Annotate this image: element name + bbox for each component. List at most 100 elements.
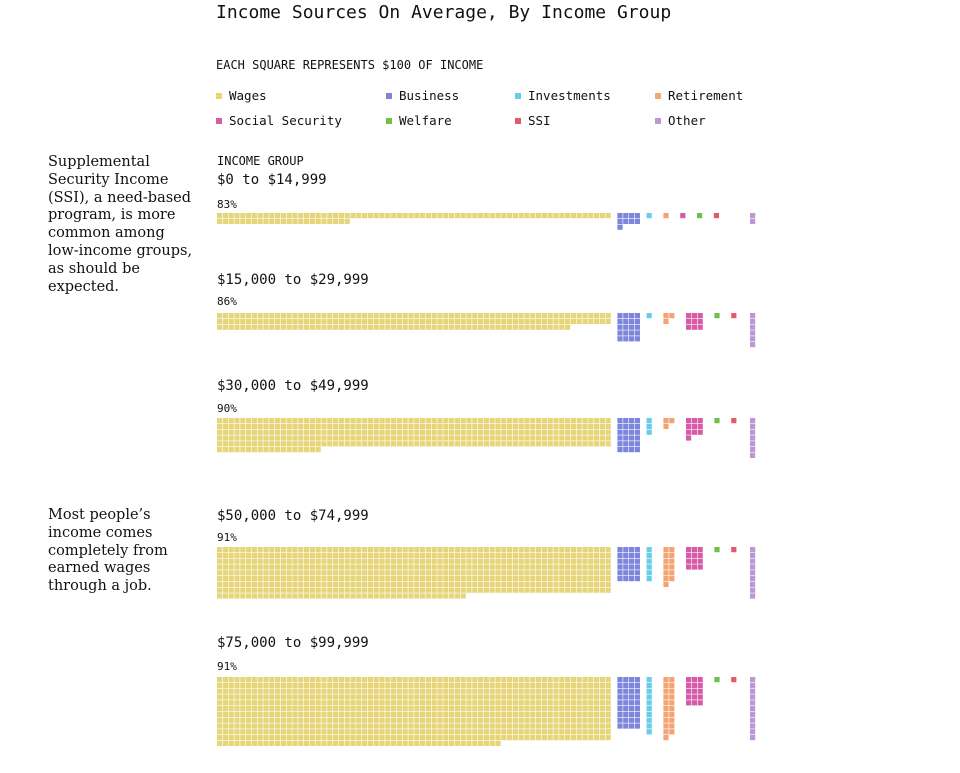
square-wages: [385, 694, 391, 700]
square-wages: [344, 711, 350, 717]
square-wages: [570, 418, 576, 424]
square-wages: [263, 418, 269, 424]
square-wages: [570, 441, 576, 447]
square-wages: [257, 447, 263, 453]
square-wages: [309, 735, 315, 741]
square-wages: [356, 564, 362, 570]
square-wages: [408, 418, 414, 424]
square-wages: [228, 711, 234, 717]
square-business: [617, 576, 623, 582]
square-wages: [286, 564, 292, 570]
square-wages: [431, 318, 437, 324]
square-wages: [582, 677, 588, 683]
square-business: [623, 682, 629, 688]
square-wages: [478, 587, 484, 593]
square-wages: [454, 740, 460, 746]
square-wages: [541, 723, 547, 729]
square-wages: [251, 587, 257, 593]
square-wages: [251, 570, 257, 576]
square-wages: [263, 717, 269, 723]
square-wages: [599, 711, 605, 717]
square-wages: [286, 552, 292, 558]
square-wages: [541, 677, 547, 683]
square-wages: [454, 694, 460, 700]
square-wages: [327, 423, 333, 429]
square-wages: [460, 735, 466, 741]
square-wages: [257, 324, 263, 330]
square-wages: [379, 723, 385, 729]
square-business: [629, 423, 635, 429]
square-wages: [437, 441, 443, 447]
square-wages: [367, 547, 373, 553]
square-wages: [234, 706, 240, 712]
square-wages: [425, 564, 431, 570]
square-wages: [228, 688, 234, 694]
square-wages: [483, 700, 489, 706]
group-label-0: $0 to $14,999: [217, 172, 327, 188]
square-wages: [333, 694, 339, 700]
square-wages: [234, 218, 240, 224]
square-wages: [217, 581, 223, 587]
square-wages: [344, 218, 350, 224]
square-wages: [327, 682, 333, 688]
square-wages: [495, 576, 501, 582]
square-wages: [385, 429, 391, 435]
square-wages: [576, 429, 582, 435]
square-wages: [402, 423, 408, 429]
square-wages: [437, 711, 443, 717]
square-wages: [547, 558, 553, 564]
square-wages: [228, 418, 234, 424]
square-wages: [298, 313, 304, 319]
square-social-security: [697, 318, 703, 324]
square-wages: [391, 729, 397, 735]
square-wages: [222, 735, 228, 741]
square-wages: [240, 218, 246, 224]
square-wages: [367, 593, 373, 599]
square-wages: [240, 441, 246, 447]
square-wages: [420, 564, 426, 570]
square-wages: [321, 694, 327, 700]
square-wages: [228, 717, 234, 723]
square-wages: [309, 313, 315, 319]
square-wages: [350, 318, 356, 324]
square-business: [623, 694, 629, 700]
square-wages: [402, 593, 408, 599]
square-wages: [478, 723, 484, 729]
square-wages: [553, 213, 559, 219]
square-wages: [594, 313, 600, 319]
square-wages: [350, 552, 356, 558]
square-wages: [309, 218, 315, 224]
square-wages: [570, 552, 576, 558]
square-other: [750, 723, 756, 729]
square-wages: [495, 677, 501, 683]
square-wages: [472, 213, 478, 219]
square-wages: [605, 729, 611, 735]
square-wages: [507, 677, 513, 683]
square-wages: [524, 688, 530, 694]
square-wages: [269, 688, 275, 694]
square-wages: [246, 682, 252, 688]
square-wages: [275, 418, 281, 424]
square-wages: [582, 682, 588, 688]
square-business: [623, 423, 629, 429]
square-wages: [240, 688, 246, 694]
square-wages: [367, 717, 373, 723]
square-wages: [344, 576, 350, 582]
square-wages: [257, 682, 263, 688]
square-wages: [420, 723, 426, 729]
square-wages: [263, 564, 269, 570]
square-wages: [582, 576, 588, 582]
square-wages: [408, 694, 414, 700]
square-wages: [605, 429, 611, 435]
square-retirement: [663, 688, 669, 694]
square-wages: [356, 711, 362, 717]
square-wages: [443, 564, 449, 570]
square-wages: [402, 700, 408, 706]
square-retirement: [663, 418, 669, 424]
square-wages: [501, 435, 507, 441]
square-wages: [257, 429, 263, 435]
square-wages: [594, 576, 600, 582]
square-wages: [437, 581, 443, 587]
square-business: [634, 429, 640, 435]
square-wages: [240, 547, 246, 553]
